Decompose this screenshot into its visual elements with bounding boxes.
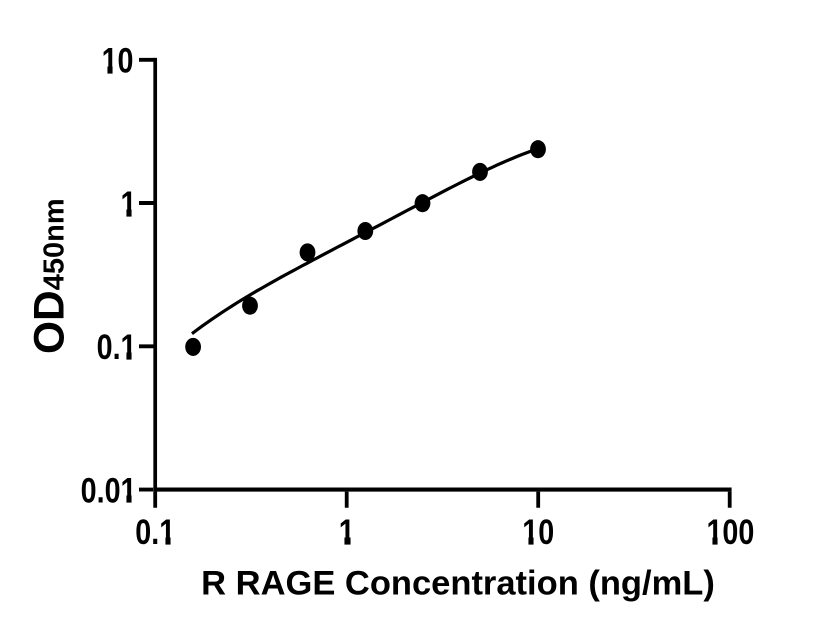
svg-text:10: 10 bbox=[102, 41, 134, 80]
svg-text:10: 10 bbox=[522, 512, 554, 551]
svg-text:1: 1 bbox=[339, 512, 355, 551]
svg-text:0.1: 0.1 bbox=[135, 512, 175, 551]
svg-text:R RAGE Concentration (ng/mL): R RAGE Concentration (ng/mL) bbox=[201, 565, 715, 603]
svg-text:OD450nm: OD450nm bbox=[27, 198, 74, 354]
svg-text:100: 100 bbox=[706, 512, 754, 551]
svg-text:0.01: 0.01 bbox=[81, 471, 137, 510]
svg-text:1: 1 bbox=[121, 184, 137, 223]
svg-text:0.1: 0.1 bbox=[97, 327, 137, 366]
